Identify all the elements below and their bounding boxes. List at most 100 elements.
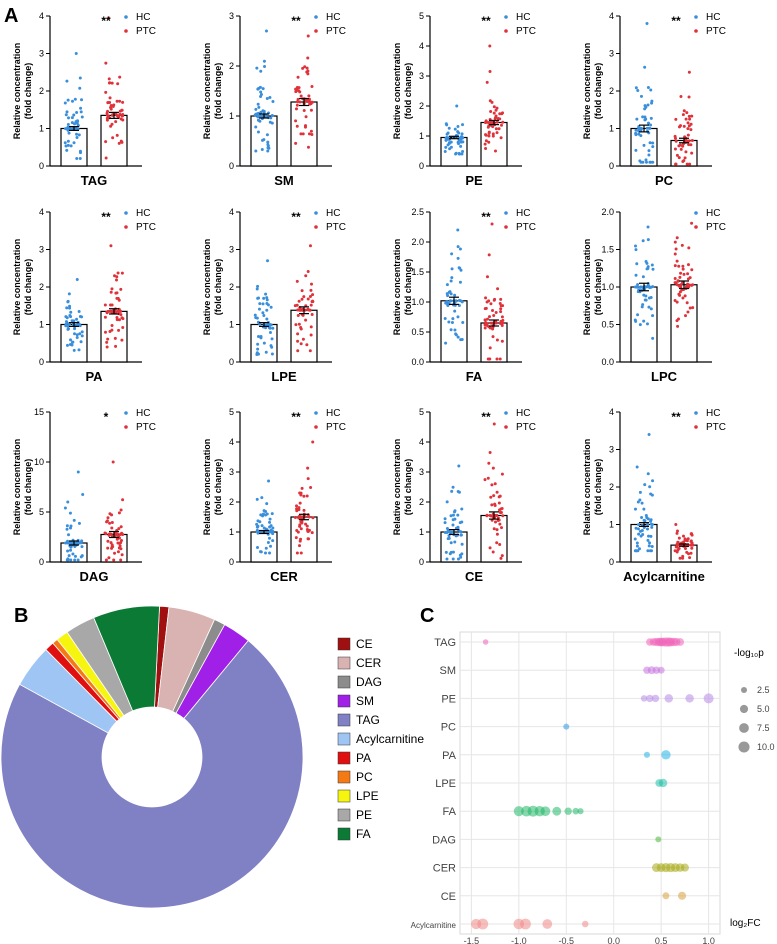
data-dot-ptc [306,466,310,470]
y-tick-label: 4 [609,11,614,21]
data-dot-ptc [674,117,678,121]
data-dot-hc [449,292,453,296]
y-axis-label: Relative concentration [202,43,212,140]
data-dot-hc [75,335,79,339]
data-dot-ptc [120,114,124,118]
data-dot-hc [460,520,464,524]
data-dot-hc [457,131,461,135]
data-dot-ptc [296,75,300,79]
subplot-title: PA [85,369,103,384]
data-dot-hc [264,29,268,33]
data-dot-ptc [674,523,678,526]
data-dot-hc [443,317,447,321]
data-dot-ptc [117,511,121,515]
data-dot-hc [637,523,641,527]
data-dot-hc [69,558,73,562]
data-dot-ptc [495,131,499,135]
data-dot-hc [264,350,268,354]
data-dot-ptc [682,109,686,113]
data-dot-ptc [115,291,119,295]
data-dot-ptc [487,131,491,135]
data-dot-ptc [685,301,689,305]
data-dot-ptc [677,144,681,148]
data-dot-ptc [114,278,118,282]
data-dot-hc [646,522,650,526]
bubble-fa [552,806,562,816]
data-dot-hc [644,160,648,164]
data-dot-hc [647,296,651,300]
data-dot-hc [639,160,643,164]
data-dot-hc [647,149,651,153]
y-tick-label: 0.5 [601,320,614,330]
data-dot-ptc [294,119,298,123]
data-dot-hc [646,266,650,270]
size-legend-title: -log₁₀p [734,648,764,659]
data-dot-hc [80,545,84,549]
data-dot-hc [266,541,270,545]
data-dot-hc [450,321,454,325]
data-dot-hc [262,313,266,317]
data-dot-hc [262,341,266,345]
subplot-title: PE [465,173,483,188]
data-dot-hc [456,557,460,561]
data-dot-hc [642,143,646,147]
data-dot-hc [443,517,447,521]
data-dot-hc [66,327,70,331]
data-dot-hc [266,149,270,153]
data-dot-ptc [309,282,313,286]
data-dot-hc [651,141,655,145]
data-dot-hc [646,527,650,531]
data-dot-hc [454,152,458,156]
data-dot-ptc [690,546,694,550]
data-dot-hc [641,115,645,119]
data-dot-hc [634,133,638,137]
data-dot-hc [447,141,451,145]
data-dot-ptc [309,325,313,329]
data-dot-ptc [303,124,307,128]
y-axis-label: Relative concentration [392,239,402,336]
data-dot-ptc [687,143,691,147]
subplot-lpe: Relative concentration (fold change) 0 1 2 3 4… [202,207,346,384]
data-dot-hc [459,555,463,559]
data-dot-ptc [488,326,492,330]
data-dot-hc [454,333,458,337]
data-dot-ptc [683,547,687,551]
data-dot-ptc [298,539,302,543]
y-tick-label: 0 [39,357,44,367]
data-dot-hc [459,135,463,139]
y-axis-label: Relative concentration [392,439,402,536]
y-tick-label: 4 [39,11,44,21]
legend-marker-ptc [504,225,508,229]
bubble-acylcarnitine [477,918,489,930]
data-dot-hc [66,549,70,553]
data-dot-ptc [110,526,114,530]
bar-hc [250,531,278,563]
data-dot-ptc [679,124,683,128]
data-dot-ptc [117,141,121,145]
data-dot-hc [73,327,77,331]
data-dot-ptc [111,105,115,109]
data-dot-hc [73,97,77,101]
data-dot-hc [450,489,454,493]
subplot-title: FA [466,369,483,384]
data-dot-hc [67,116,71,120]
data-dot-ptc [497,501,501,505]
data-dot-ptc [117,527,121,531]
data-dot-ptc [675,259,679,263]
data-dot-ptc [303,65,307,69]
data-dot-hc [261,512,265,516]
data-dot-hc [639,94,643,98]
data-dot-hc [640,501,644,505]
data-dot-ptc [310,313,314,317]
legend-label-hc: HC [326,408,340,419]
data-dot-ptc [689,143,693,147]
data-dot-hc [70,319,74,323]
data-dot-ptc [686,272,690,276]
data-dot-hc [647,433,651,436]
significance-mark: ** [291,410,301,424]
data-dot-ptc [674,545,678,549]
data-dot-ptc [295,509,299,513]
data-dot-ptc [296,313,300,317]
data-dot-ptc [298,544,302,548]
data-dot-hc [261,302,265,306]
